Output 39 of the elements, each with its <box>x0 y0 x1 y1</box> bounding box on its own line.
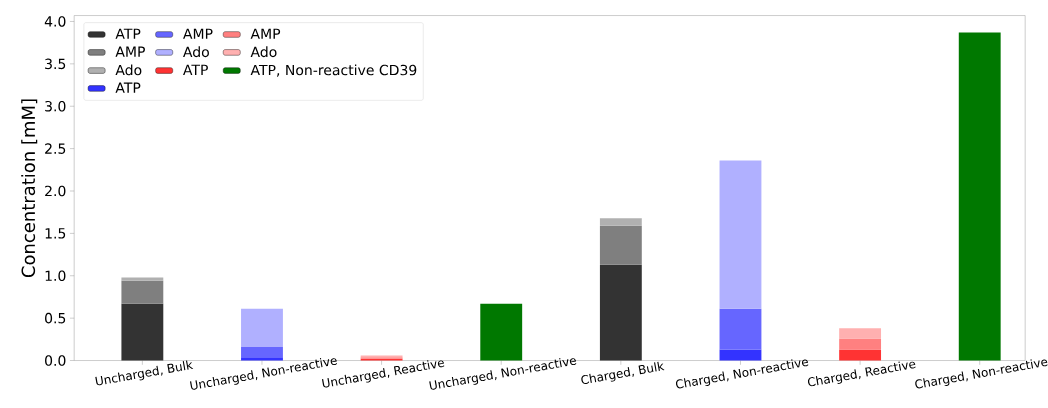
x-tick-label: Charged, Non-reactive <box>915 359 1048 389</box>
y-tick-label: 4.0 <box>44 16 66 27</box>
x-tick-label: Charged, Bulk <box>581 361 665 384</box>
legend-label: ATP <box>183 64 208 75</box>
y-tick-label: 2.0 <box>45 185 66 197</box>
y-axis-title: Concentration [mM] <box>21 99 38 278</box>
x-tick-label: Charged, Reactive <box>807 361 916 387</box>
bar <box>719 308 762 350</box>
bar <box>719 160 762 309</box>
bar <box>599 264 642 361</box>
bar <box>839 338 882 350</box>
legend-label: AMP <box>250 28 281 39</box>
legend-label: AMP <box>183 28 213 39</box>
bar <box>958 32 1001 361</box>
legend-label: Ado <box>250 46 277 58</box>
bar <box>599 225 642 265</box>
bar <box>599 218 642 226</box>
legend-label: ATP <box>115 28 141 39</box>
x-tick-label: Charged, Non-reactive <box>675 359 809 389</box>
y-tick-label: 3.0 <box>45 100 66 112</box>
legend-label: Ado <box>115 64 142 76</box>
y-tick-label: 1.0 <box>45 270 66 282</box>
bar <box>121 280 164 304</box>
bar <box>121 277 164 281</box>
legend-label: AMP <box>115 46 145 57</box>
legend-label: ATP <box>115 82 141 93</box>
bar <box>121 303 164 361</box>
bar <box>241 308 283 347</box>
y-tick-label: 1.5 <box>45 228 66 239</box>
bar <box>839 349 882 361</box>
legend-label: ATP, Non-reactive CD39 <box>250 64 417 77</box>
bar <box>719 349 762 361</box>
bar <box>241 346 283 358</box>
y-tick-label: 0.5 <box>45 312 66 324</box>
y-tick-label: 0.0 <box>45 355 66 366</box>
y-tick-label: 2.5 <box>45 143 66 154</box>
bar <box>839 328 882 339</box>
legend-label: Ado <box>183 46 209 58</box>
y-tick-label: 3.5 <box>45 58 66 70</box>
